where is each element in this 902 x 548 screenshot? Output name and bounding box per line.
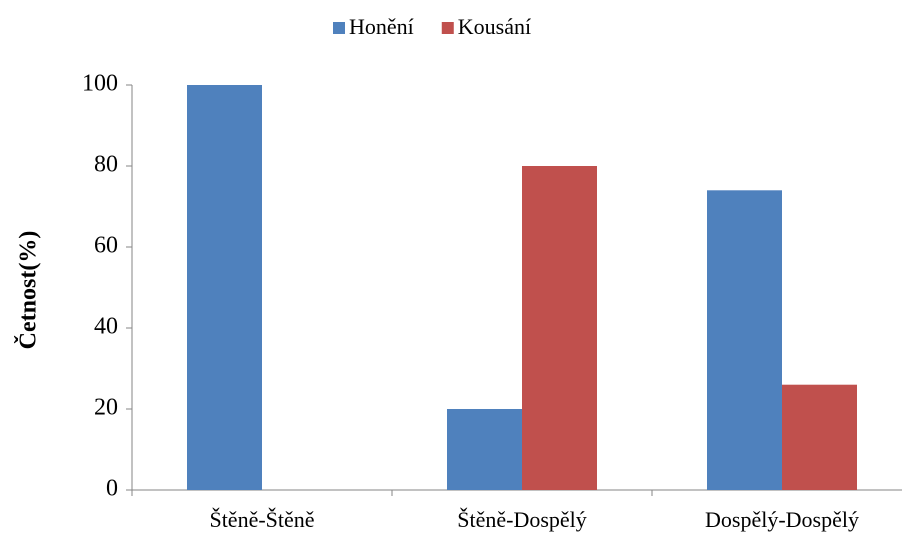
legend-swatch [441,22,454,34]
y-tick-label: 20 [94,395,118,421]
legend-label: Kousání [458,14,531,39]
y-tick-label: 0 [106,476,118,502]
bar [707,190,782,491]
x-tick-label: Štěně-Dospělý [457,507,587,532]
y-tick-label: 80 [94,152,118,178]
legend-label: Honění [349,14,414,39]
y-tick-label: 100 [82,71,118,97]
bar [522,166,597,490]
y-tick-label: 60 [94,233,118,259]
x-tick-label: Štěně-Štěně [209,507,314,532]
x-tick-label: Dospělý-Dospělý [705,507,859,532]
bar [187,85,262,490]
bar [782,384,857,490]
bar [447,409,522,490]
legend-swatch [333,22,345,34]
y-tick-label: 40 [94,314,118,340]
y-axis-label: Četnost(%) [15,231,42,350]
